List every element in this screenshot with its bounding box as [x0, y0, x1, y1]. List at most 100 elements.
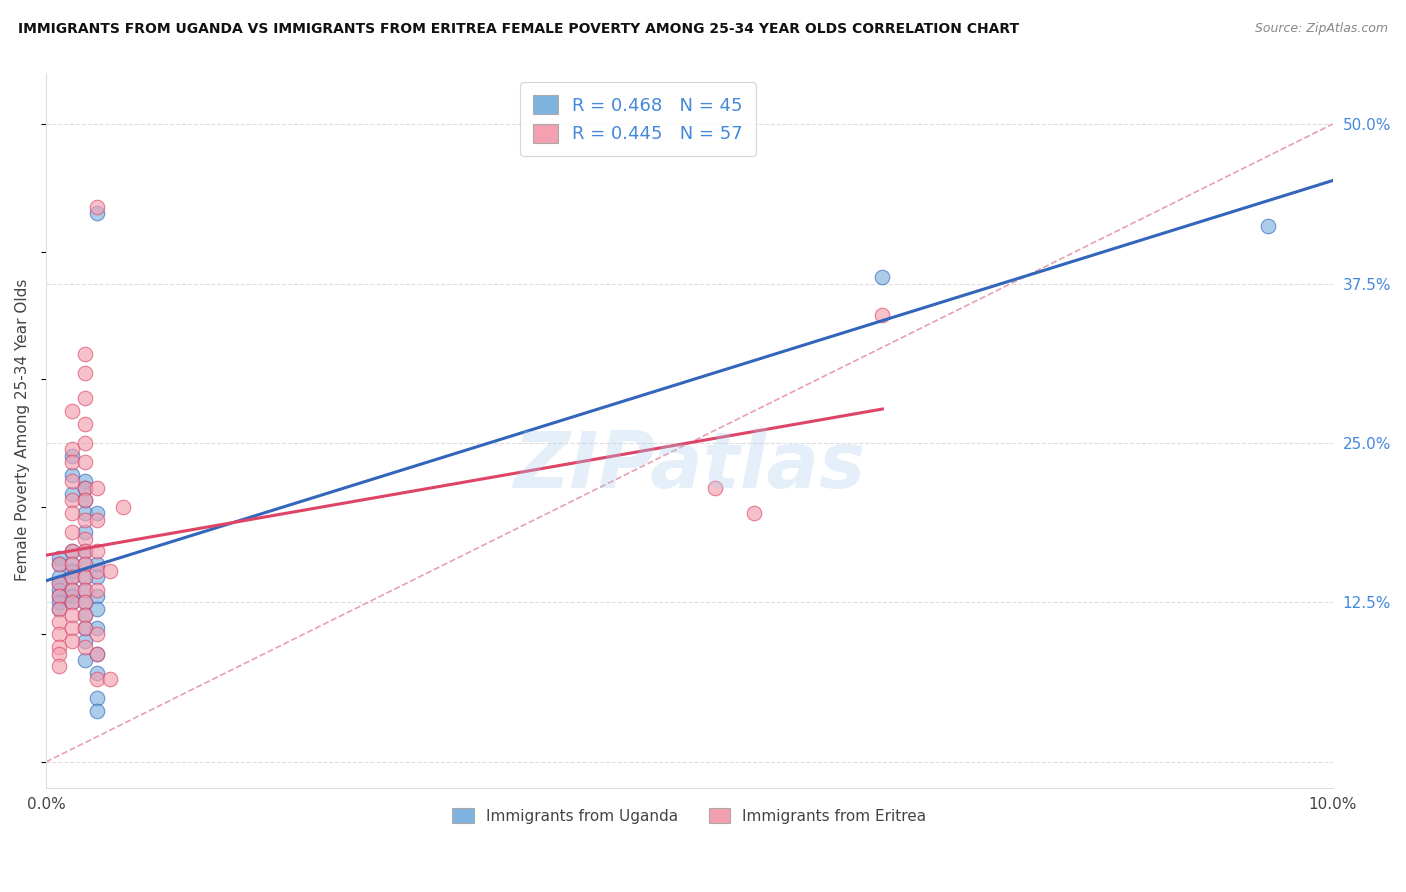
Point [60, 608, 83, 623]
Point [48, 627, 70, 641]
Point [86, 589, 108, 603]
Point [48, 647, 70, 661]
Point [73, 455, 96, 469]
Point [73, 417, 96, 431]
Point [86, 672, 108, 686]
Point [60, 558, 83, 572]
Point [73, 366, 96, 380]
Point [60, 570, 83, 584]
Legend: Immigrants from Uganda, Immigrants from Eritrea: Immigrants from Uganda, Immigrants from … [446, 802, 932, 830]
Point [86, 602, 108, 616]
Point [48, 576, 70, 591]
Point [48, 659, 70, 673]
Point [98, 672, 121, 686]
Point [73, 621, 96, 635]
Point [73, 633, 96, 648]
Text: Source: ZipAtlas.com: Source: ZipAtlas.com [1254, 22, 1388, 36]
Point [86, 206, 108, 220]
Point [48, 589, 70, 603]
Point [60, 455, 83, 469]
Point [73, 582, 96, 597]
Point [86, 512, 108, 526]
Y-axis label: Female Poverty Among 25-34 Year Olds: Female Poverty Among 25-34 Year Olds [15, 279, 30, 582]
Point [98, 564, 121, 578]
Point [73, 525, 96, 540]
Point [60, 487, 83, 501]
Point [86, 691, 108, 706]
Point [60, 558, 83, 572]
Point [86, 506, 108, 520]
Point [704, 481, 727, 495]
Point [60, 493, 83, 508]
Point [60, 544, 83, 558]
Point [86, 665, 108, 680]
Point [73, 558, 96, 572]
Point [73, 436, 96, 450]
Point [73, 544, 96, 558]
Point [73, 621, 96, 635]
Point [86, 647, 108, 661]
Point [86, 621, 108, 635]
Point [60, 582, 83, 597]
Point [48, 558, 70, 572]
Point [86, 570, 108, 584]
Point [48, 576, 70, 591]
Point [60, 589, 83, 603]
Point [60, 475, 83, 489]
Point [60, 595, 83, 609]
Point [872, 270, 894, 285]
Point [86, 200, 108, 214]
Point [48, 550, 70, 565]
Point [73, 475, 96, 489]
Point [73, 481, 96, 495]
Point [48, 589, 70, 603]
Point [73, 595, 96, 609]
Point [86, 558, 108, 572]
Point [73, 640, 96, 655]
Point [60, 564, 83, 578]
Point [73, 653, 96, 667]
Text: ZIPatlas: ZIPatlas [513, 428, 866, 504]
Point [60, 621, 83, 635]
Point [60, 506, 83, 520]
Point [60, 442, 83, 457]
Point [60, 467, 83, 482]
Point [73, 532, 96, 546]
Point [86, 704, 108, 718]
Point [86, 627, 108, 641]
Point [73, 608, 96, 623]
Point [86, 564, 108, 578]
Point [73, 512, 96, 526]
Point [48, 602, 70, 616]
Point [48, 640, 70, 655]
Point [1257, 219, 1279, 233]
Point [73, 595, 96, 609]
Text: IMMIGRANTS FROM UGANDA VS IMMIGRANTS FROM ERITREA FEMALE POVERTY AMONG 25-34 YEA: IMMIGRANTS FROM UGANDA VS IMMIGRANTS FRO… [18, 22, 1019, 37]
Point [73, 347, 96, 361]
Point [86, 481, 108, 495]
Point [48, 570, 70, 584]
Point [73, 608, 96, 623]
Point [60, 582, 83, 597]
Point [60, 404, 83, 418]
Point [48, 615, 70, 629]
Point [73, 570, 96, 584]
Point [60, 544, 83, 558]
Point [48, 582, 70, 597]
Point [73, 582, 96, 597]
Point [73, 493, 96, 508]
Point [73, 392, 96, 406]
Point [112, 500, 135, 514]
Point [86, 647, 108, 661]
Point [60, 595, 83, 609]
Point [73, 493, 96, 508]
Point [73, 558, 96, 572]
Point [48, 595, 70, 609]
Point [60, 570, 83, 584]
Point [73, 544, 96, 558]
Point [60, 633, 83, 648]
Point [48, 602, 70, 616]
Point [742, 506, 765, 520]
Point [872, 309, 894, 323]
Point [73, 570, 96, 584]
